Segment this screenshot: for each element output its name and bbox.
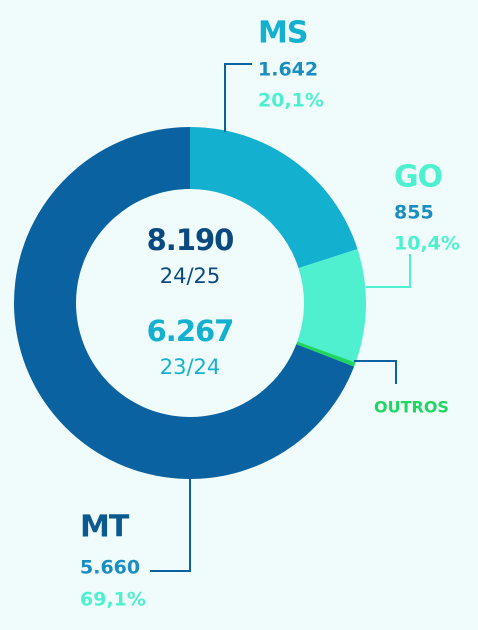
leader-line [366,254,411,288]
category-label: MT [80,510,130,545]
leader-line [354,360,397,384]
center-period: 23/24 [160,355,221,379]
value-label: 5.660 [80,557,140,579]
percent-label: 69,1% [80,589,146,611]
leader-line [150,478,191,572]
value-label: 855 [394,202,434,224]
slices [14,127,366,480]
slice [296,341,356,367]
center-value: 6.267 [147,314,234,348]
slice [14,127,355,480]
category-label: OUTROS [374,398,449,417]
slice [190,127,358,269]
percent-label: 20,1% [258,90,324,112]
center-period: 24/25 [160,264,221,288]
category-label: GO [394,160,442,195]
slice [297,249,366,363]
center-value: 8.190 [147,223,234,257]
value-label: 1.642 [258,59,318,81]
leader-line [224,63,252,132]
category-label: MS [258,16,307,51]
percent-label: 10,4% [394,233,460,255]
